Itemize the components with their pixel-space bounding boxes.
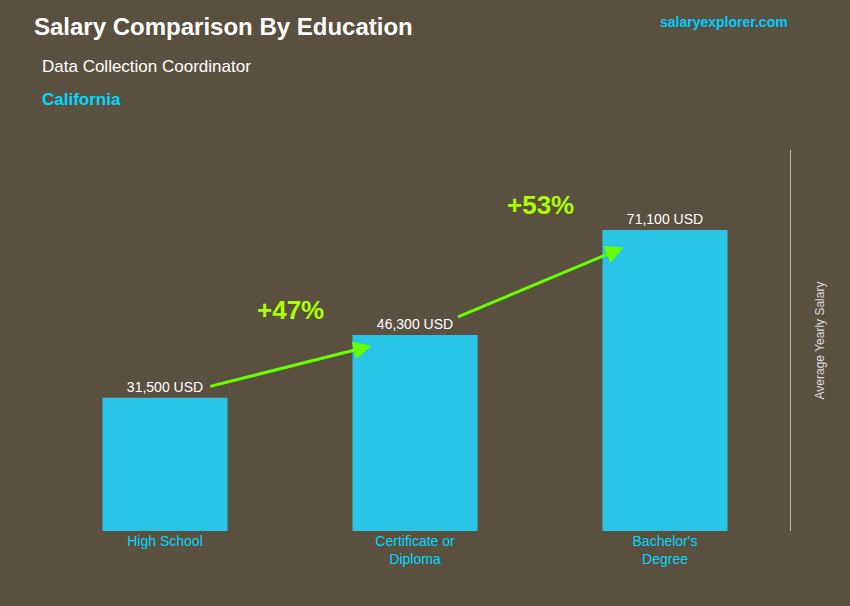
svg-text:31,500 USD: 31,500 USD	[127, 379, 203, 395]
svg-text:High School: High School	[127, 533, 203, 549]
svg-text:California: California	[42, 90, 121, 109]
svg-text:71,100 USD: 71,100 USD	[627, 211, 703, 227]
svg-text:Average Yearly Salary: Average Yearly Salary	[813, 282, 827, 400]
svg-text:salaryexplorer.com: salaryexplorer.com	[660, 14, 788, 30]
svg-text:+47%: +47%	[257, 295, 324, 325]
svg-text:46,300 USD: 46,300 USD	[377, 316, 453, 332]
svg-text:+53%: +53%	[507, 190, 574, 220]
svg-text:Certificate orDiploma: Certificate orDiploma	[375, 533, 455, 567]
svg-text:Data Collection Coordinator: Data Collection Coordinator	[42, 57, 251, 76]
svg-text:Bachelor'sDegree: Bachelor'sDegree	[633, 533, 698, 567]
svg-text:Salary Comparison By Education: Salary Comparison By Education	[34, 13, 413, 40]
